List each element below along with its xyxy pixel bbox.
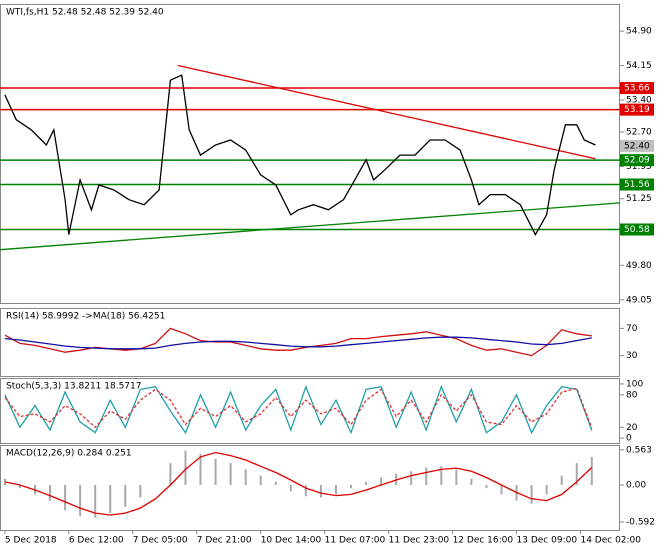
y-tick-label: 20 [626, 423, 638, 433]
histogram-bar [365, 481, 368, 485]
level-label-box [620, 154, 654, 167]
histogram-bar [545, 485, 548, 495]
y-tick-label: 49.80 [626, 261, 652, 271]
histogram-bar [79, 485, 82, 517]
x-tick-label: 13 Dec 09:00 [517, 536, 578, 546]
y-tick-label: 70 [626, 324, 638, 334]
histogram-bar [274, 481, 277, 485]
histogram-bar [304, 485, 307, 497]
histogram-bar [244, 469, 247, 485]
y-tick-label: 54.90 [626, 27, 652, 37]
level-label-box [620, 103, 654, 116]
x-tick-label: 11 Dec 07:00 [325, 536, 386, 546]
panel-title: Stoch(5,3,3) 13.8211 18.5717 [6, 382, 141, 392]
x-tick-label: 14 Dec 02:00 [580, 536, 641, 546]
histogram-bar [64, 485, 67, 510]
y-tick-label: 49.05 [626, 295, 652, 305]
x-tick-label: 5 Dec 2018 [5, 536, 57, 546]
histogram-bar [259, 475, 262, 485]
histogram-bar [3, 478, 6, 485]
histogram-bar [560, 475, 563, 485]
level-label-box [620, 223, 654, 236]
histogram-bar [94, 485, 97, 518]
panel-frame [0, 308, 620, 377]
histogram-bar [229, 463, 232, 485]
histogram-bar [289, 485, 292, 492]
level-label: 53.66 [624, 84, 650, 94]
histogram-bar [49, 485, 52, 501]
panel-title: MACD(12,26,9) 0.284 0.251 [6, 449, 132, 459]
y-tick-label: 54.15 [626, 61, 652, 71]
y-tick-label: 30 [626, 351, 638, 361]
histogram-bar [124, 485, 127, 507]
histogram-bar [590, 456, 593, 485]
y-tick-label: 51.25 [626, 194, 652, 204]
histogram-bar [500, 485, 503, 495]
indicator-line [4, 387, 593, 429]
y-tick-label: 0 [626, 434, 632, 444]
histogram-bar [425, 467, 428, 485]
histogram-bar [319, 485, 322, 498]
histogram-bar [334, 485, 337, 495]
level-label: 52.09 [624, 156, 650, 166]
y-tick-label: 0.563 [626, 445, 652, 455]
trendline [177, 64, 596, 160]
y-tick-label: 51.95 [626, 162, 652, 172]
histogram-bar [109, 485, 112, 514]
level-label: 50.58 [624, 225, 650, 235]
histogram-bar [169, 463, 172, 485]
indicator-line [4, 451, 593, 516]
panel-frame [0, 445, 620, 531]
panel-frame [0, 4, 620, 304]
indicator-line [4, 336, 592, 350]
histogram-bar [214, 458, 217, 485]
panel-title: WTI,fs,H1 52.48 52.48 52.39 52.40 [6, 8, 164, 18]
histogram-bar [139, 485, 142, 498]
histogram-bar [410, 471, 413, 485]
y-tick-label: 52.70 [626, 128, 652, 138]
y-tick-label: 0.00 [626, 481, 646, 491]
histogram-bar [440, 466, 443, 485]
level-label-box [620, 178, 654, 191]
x-tick-label: 6 Dec 12:00 [69, 536, 124, 546]
trendline [0, 202, 621, 251]
panel-frame [0, 378, 620, 444]
histogram-bar [184, 450, 187, 485]
histogram-bar [485, 485, 488, 489]
last-price-label: 52.40 [624, 141, 650, 151]
y-tick-label: 100 [626, 379, 643, 389]
level-label-box [620, 82, 654, 95]
y-tick-label: -0.592 [626, 518, 655, 528]
price-line [4, 74, 596, 236]
x-tick-label: 10 Dec 14:00 [261, 536, 322, 546]
histogram-bar [199, 453, 202, 485]
histogram-bar [455, 469, 458, 485]
x-tick-label: 11 Dec 23:00 [389, 536, 450, 546]
level-label: 53.19 [624, 105, 650, 115]
histogram-bar [530, 485, 533, 504]
y-tick-label: 80 [626, 390, 638, 400]
x-tick-label: 12 Dec 16:00 [453, 536, 514, 546]
x-tick-label: 7 Dec 05:00 [133, 536, 188, 546]
x-tick-label: 7 Dec 21:00 [197, 536, 252, 546]
histogram-bar [18, 485, 21, 489]
level-label: 51.56 [624, 180, 650, 190]
histogram-bar [380, 477, 383, 485]
y-tick-label: 53.40 [626, 95, 652, 105]
panel-title: RSI(14) 58.9992 ->MA(18) 56.4251 [6, 312, 165, 322]
histogram-bar [470, 478, 473, 485]
histogram-bar [575, 463, 578, 485]
last-price-box [620, 139, 654, 152]
histogram-bar [350, 485, 353, 489]
